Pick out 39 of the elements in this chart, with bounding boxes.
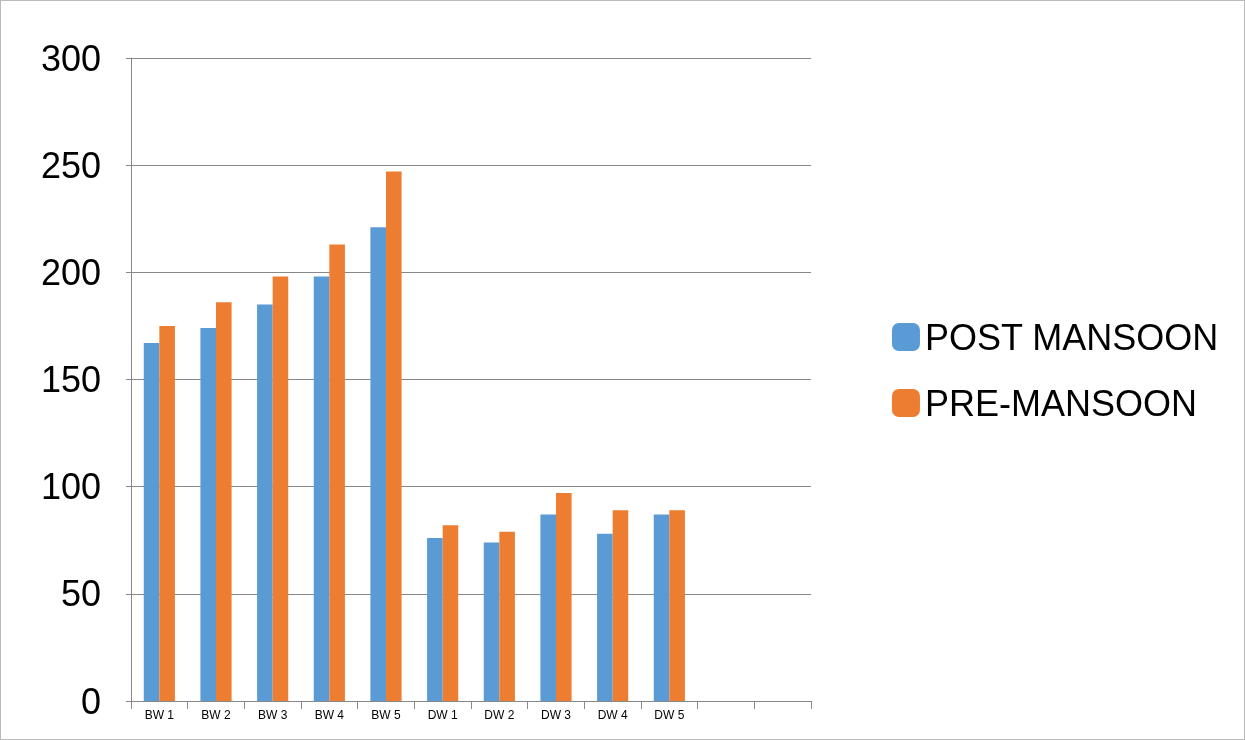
y-tick-label: 0 xyxy=(80,680,101,722)
bar xyxy=(442,525,459,701)
y-tick-label: 150 xyxy=(40,359,101,400)
bar xyxy=(216,302,232,701)
x-tick-label: BW 1 xyxy=(144,708,175,722)
bar xyxy=(427,538,443,701)
bar xyxy=(386,171,402,701)
x-tick-label: DW 4 xyxy=(597,708,628,722)
bar xyxy=(540,514,556,701)
bar xyxy=(272,276,289,701)
bar xyxy=(257,304,273,701)
y-tick-label: 300 xyxy=(40,37,101,79)
legend-label: POST MANSOON xyxy=(924,316,1219,358)
bar xyxy=(143,343,160,701)
x-tick-label: DW 1 xyxy=(427,708,458,722)
y-tick-label: 50 xyxy=(60,573,101,615)
bar xyxy=(370,227,386,701)
bar xyxy=(483,542,500,701)
bar xyxy=(313,276,330,701)
x-tick-label: BW 3 xyxy=(257,708,288,722)
x-tick-label: BW 2 xyxy=(201,708,231,722)
bar xyxy=(200,328,216,701)
x-tick-label: DW 2 xyxy=(484,708,515,722)
x-tick-label: DW 3 xyxy=(541,708,572,722)
x-tick-label: BW 5 xyxy=(371,708,401,722)
x-tick-label: DW 5 xyxy=(654,708,685,722)
bar xyxy=(556,493,572,701)
bar xyxy=(329,244,345,701)
bar xyxy=(653,514,670,701)
bar xyxy=(159,325,175,701)
y-tick-label: 100 xyxy=(40,466,101,508)
x-tick-label: BW 4 xyxy=(314,708,345,722)
y-tick-label: 250 xyxy=(40,144,101,186)
bar xyxy=(597,533,613,701)
y-tick-label: 200 xyxy=(40,251,101,293)
legend-label: PRE-MANSOON xyxy=(924,382,1197,424)
bar xyxy=(612,510,629,701)
bar xyxy=(499,531,515,701)
bar xyxy=(669,510,685,701)
